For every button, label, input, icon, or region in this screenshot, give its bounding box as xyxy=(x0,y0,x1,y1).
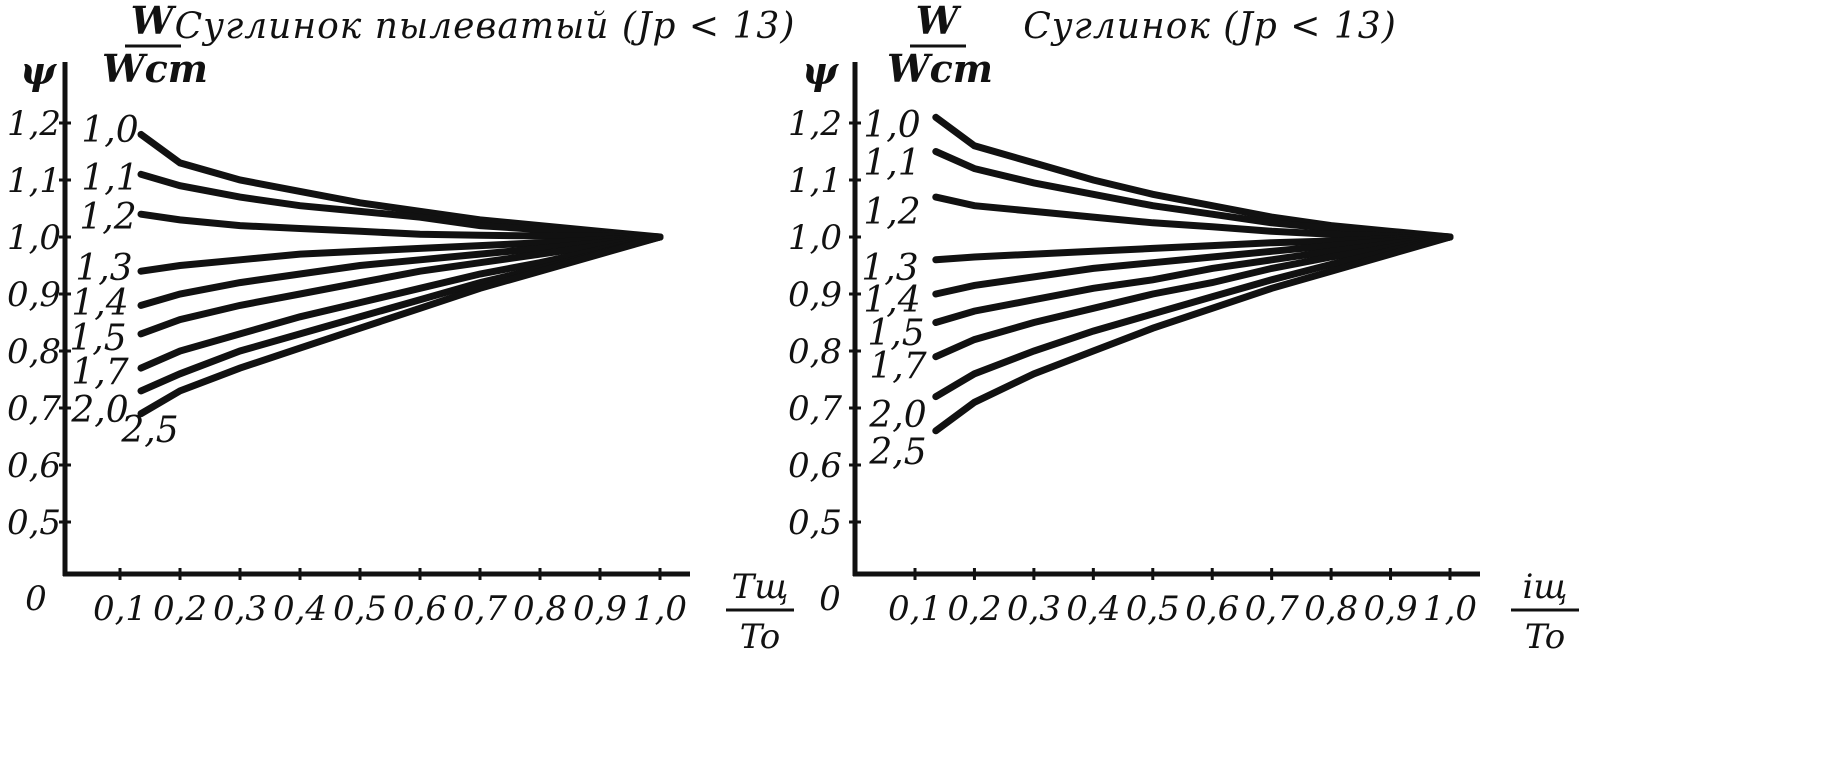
series-label: 1,4 xyxy=(863,280,920,321)
series-label: 1,1 xyxy=(81,158,138,199)
y-tick-label: 1,0 xyxy=(7,218,61,258)
y-tick-label: 1,0 xyxy=(788,218,842,258)
x-axis-label-numerator: iщ xyxy=(1523,567,1568,607)
x-tick-label: 1,0 xyxy=(633,589,687,629)
x-tick-label: 0,8 xyxy=(513,589,567,629)
chart-title: Суглинок пылеватый (Jp < 13) xyxy=(175,6,796,47)
y-tick-label: 0,8 xyxy=(7,332,61,372)
y-tick-label: 0,5 xyxy=(788,503,842,543)
series-label: 2,0 xyxy=(70,390,128,431)
series-label: 1,2 xyxy=(79,197,136,238)
origin-label: 0 xyxy=(819,579,841,619)
series-label: 2,5 xyxy=(868,432,926,473)
series-header-denominator: Wст xyxy=(887,46,993,91)
series-line-2-5 xyxy=(932,233,1454,435)
series-line-1-7 xyxy=(932,233,1454,361)
series-header-numerator: W xyxy=(131,0,177,43)
y-tick-label: 1,1 xyxy=(7,161,61,201)
x-tick-label: 0,1 xyxy=(888,589,942,629)
y-tick-label: 0,9 xyxy=(788,275,842,315)
series-label: 1,0 xyxy=(863,105,920,146)
x-tick-label: 0,5 xyxy=(1126,589,1180,629)
series-label: 1,2 xyxy=(863,192,920,233)
x-tick-label: 0,7 xyxy=(453,589,507,629)
series-line-1-4 xyxy=(137,233,664,309)
x-tick-label: 0,7 xyxy=(1245,589,1299,629)
chart-title: Суглинок (Jp < 13) xyxy=(1023,6,1396,47)
x-tick-label: 0,8 xyxy=(1304,589,1358,629)
y-tick-label: 0,5 xyxy=(7,503,61,543)
y-tick-label: 0,7 xyxy=(7,389,61,429)
chart-panel-1: Суглинок пылеватый (Jp < 13)ψWWст1,21,11… xyxy=(7,0,796,657)
y-axis-label: ψ xyxy=(20,48,57,93)
series-header-numerator: W xyxy=(916,0,962,43)
y-tick-label: 1,2 xyxy=(7,104,61,144)
series-line-1-1 xyxy=(137,170,664,241)
y-tick-label: 0,8 xyxy=(788,332,842,372)
x-tick-label: 0,2 xyxy=(947,589,1001,629)
series-line-1-4 xyxy=(932,233,1454,298)
series-label: 2,0 xyxy=(868,395,926,436)
series-label: 1,1 xyxy=(863,143,920,184)
series-header-denominator: Wст xyxy=(102,46,208,91)
series-label: 1,5 xyxy=(867,313,924,354)
x-tick-label: 0,6 xyxy=(393,589,447,629)
x-axis-label-denominator: To xyxy=(740,617,781,657)
series-line-2-0 xyxy=(932,233,1454,401)
series-label: 1,3 xyxy=(75,248,132,289)
x-tick-label: 0,3 xyxy=(1007,589,1061,629)
series-line-1-7 xyxy=(137,233,664,372)
y-tick-label: 0,9 xyxy=(7,275,61,315)
x-tick-label: 0,3 xyxy=(213,589,267,629)
y-tick-label: 0,7 xyxy=(788,389,842,429)
x-tick-label: 0,9 xyxy=(573,589,627,629)
y-axis-label: ψ xyxy=(802,48,839,93)
series-label: 1,7 xyxy=(869,346,926,387)
series-line-2-5 xyxy=(137,233,664,418)
series-label: 1,0 xyxy=(81,110,138,151)
series-label: 1,3 xyxy=(861,248,918,289)
series-line-1-1 xyxy=(932,148,1454,241)
series-label: 1,5 xyxy=(69,318,126,359)
series-line-1-5 xyxy=(137,233,664,338)
x-tick-label: 0,9 xyxy=(1364,589,1418,629)
series-line-1-2 xyxy=(137,210,664,241)
x-tick-label: 1,0 xyxy=(1423,589,1477,629)
series-line-1-2 xyxy=(932,193,1454,241)
x-tick-label: 0,5 xyxy=(333,589,387,629)
x-tick-label: 0,2 xyxy=(153,589,207,629)
x-axis-label-numerator: Tщ xyxy=(732,567,789,607)
y-tick-label: 1,1 xyxy=(788,161,842,201)
x-tick-label: 0,1 xyxy=(93,589,147,629)
series-line-1-5 xyxy=(932,233,1454,326)
x-tick-label: 0,4 xyxy=(273,589,327,629)
x-axis-label-denominator: To xyxy=(1525,617,1566,657)
chart-panel-2: Суглинок (Jp < 13)ψWWст1,21,11,00,90,80,… xyxy=(788,0,1579,657)
series-line-1-3 xyxy=(137,233,664,275)
series-label: 1,7 xyxy=(71,352,128,393)
y-tick-label: 1,2 xyxy=(788,104,842,144)
x-tick-label: 0,4 xyxy=(1066,589,1120,629)
origin-label: 0 xyxy=(25,579,47,619)
y-tick-label: 0,6 xyxy=(788,446,842,486)
y-tick-label: 0,6 xyxy=(7,446,61,486)
x-tick-label: 0,6 xyxy=(1185,589,1239,629)
series-label: 1,4 xyxy=(71,283,128,324)
series-label: 2,5 xyxy=(120,410,178,451)
